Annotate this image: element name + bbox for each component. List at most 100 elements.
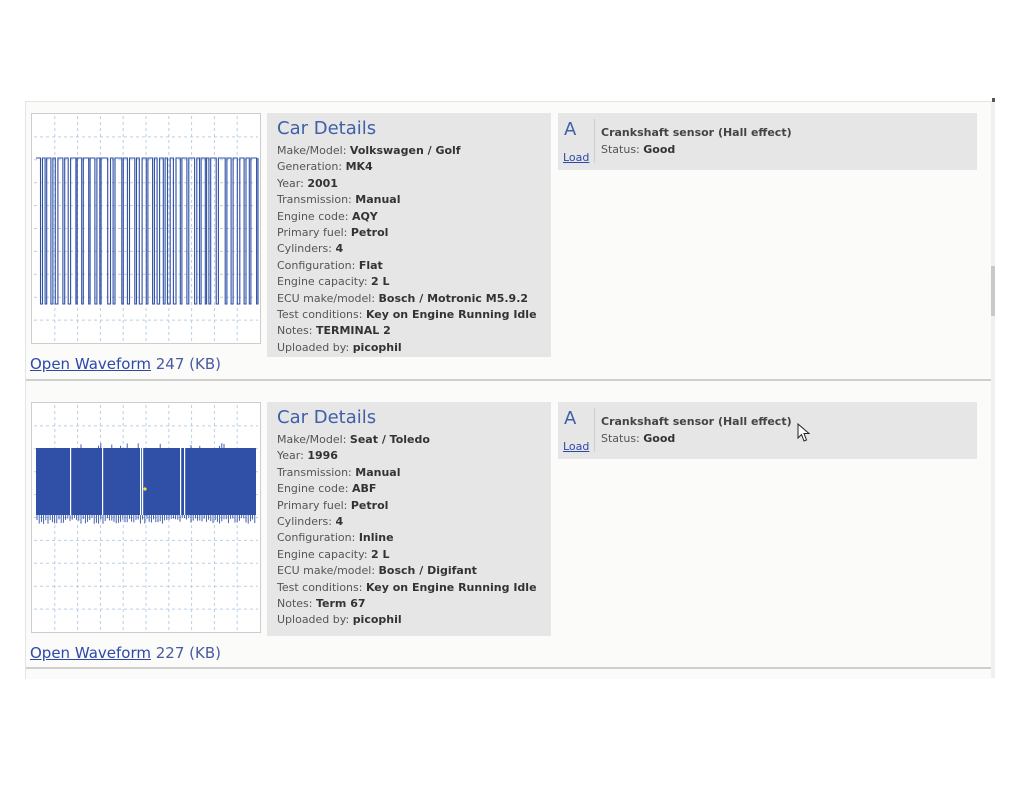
detail-label: ECU make/model:: [277, 564, 379, 578]
detail-label: Configuration:: [277, 531, 359, 545]
detail-label: Notes:: [277, 597, 316, 611]
entry-divider: [26, 667, 992, 669]
detail-label: Year:: [277, 176, 308, 190]
scroll-arrow-icon: [992, 98, 995, 102]
channel-letter: A: [564, 119, 577, 140]
detail-row: Uploaded by: picophil: [277, 340, 551, 356]
waveform-trace: [36, 157, 259, 305]
car-details-title: Car Details: [277, 407, 377, 428]
detail-value: 4: [335, 242, 344, 256]
detail-row: Make/Model: Volkswagen / Golf: [277, 143, 551, 159]
car-details-panel: Car Details Make/Model: Seat / Toledo Yea…: [267, 402, 551, 636]
car-details-list: Make/Model: Volkswagen / Golf Generation:…: [277, 143, 551, 356]
detail-label: Cylinders:: [277, 242, 336, 256]
waveform-plot-1: [34, 116, 259, 341]
detail-label: Test conditions:: [277, 308, 366, 322]
waveform-gap: [102, 448, 104, 515]
detail-value: 2 L: [371, 547, 390, 561]
sensor-status: Status: Good: [601, 432, 675, 445]
detail-row: Engine capacity: 2 L: [277, 547, 551, 563]
detail-row: Configuration: Flat: [277, 258, 551, 274]
detail-value: TERMINAL 2: [315, 324, 391, 338]
detail-value: picophil: [352, 613, 402, 627]
detail-value: 1996: [307, 449, 338, 463]
scrollbar[interactable]: [991, 101, 995, 678]
detail-label: Cylinders:: [277, 515, 336, 529]
detail-row: Configuration: Inline: [277, 530, 551, 546]
detail-value: Key on Engine Running Idle: [365, 580, 537, 594]
detail-label: Primary fuel:: [277, 498, 351, 512]
detail-label: Engine capacity:: [277, 275, 372, 289]
detail-value: Manual: [355, 193, 401, 207]
detail-row: Notes: TERMINAL 2: [277, 323, 551, 339]
detail-row: Year: 1996: [277, 448, 551, 464]
detail-value: Key on Engine Running Idle: [365, 308, 537, 322]
detail-value: Seat / Toledo: [349, 433, 430, 446]
status-value: Good: [643, 143, 676, 156]
detail-label: Make/Model:: [277, 144, 350, 157]
detail-label: Uploaded by:: [277, 340, 353, 354]
detail-label: Engine code:: [277, 482, 352, 496]
open-waveform-link[interactable]: Open Waveform: [30, 355, 151, 373]
detail-row: Make/Model: Seat / Toledo: [277, 432, 551, 448]
detail-label: Transmission:: [277, 465, 356, 479]
detail-value: ABF: [351, 482, 377, 496]
mouse-pointer-icon: [797, 423, 811, 442]
detail-row: ECU make/model: Bosch / Digifant: [277, 563, 551, 579]
waveform-thumbnail[interactable]: [31, 113, 261, 344]
waveform-entry: Open Waveform 247 (KB) Car Details Make/…: [26, 102, 992, 390]
measurement-panel: A Load Crankshaft sensor (Hall effect) S…: [558, 113, 977, 170]
scrollbar-thumb[interactable]: [991, 266, 995, 316]
detail-value: Bosch / Motronic M5.9.2: [378, 291, 529, 305]
detail-row: Uploaded by: picophil: [277, 612, 551, 628]
detail-label: Year:: [277, 449, 308, 463]
open-waveform-link[interactable]: Open Waveform: [30, 644, 151, 662]
waveform-gap: [142, 448, 144, 515]
detail-label: Generation:: [277, 160, 346, 174]
load-link[interactable]: Load: [563, 440, 590, 453]
detail-value: MK4: [345, 160, 373, 174]
detail-label: Configuration:: [277, 258, 359, 272]
detail-value: 2001: [307, 176, 338, 190]
waveform-plot-2: [34, 405, 258, 630]
open-waveform-line: Open Waveform 227 (KB): [30, 644, 221, 662]
file-size: 227 (KB): [150, 644, 221, 662]
car-details-list: Make/Model: Seat / Toledo Year: 1996 Trans…: [277, 432, 551, 629]
detail-label: Transmission:: [277, 193, 356, 207]
detail-row: Generation: MK4: [277, 159, 551, 175]
waveform-gap: [70, 448, 72, 515]
detail-value: Volkswagen / Golf: [349, 144, 461, 157]
detail-label: Engine capacity:: [277, 547, 372, 561]
detail-label: Make/Model:: [277, 433, 350, 446]
detail-value: 2 L: [371, 275, 390, 289]
detail-label: Uploaded by:: [277, 613, 353, 627]
detail-row: Primary fuel: Petrol: [277, 498, 551, 514]
load-link[interactable]: Load: [563, 151, 590, 164]
sensor-name: Crankshaft sensor (Hall effect): [601, 126, 792, 139]
channel-letter: A: [564, 408, 577, 429]
waveform-thumbnail[interactable]: [31, 402, 261, 633]
status-value: Good: [643, 432, 676, 445]
detail-row: Engine code: AQY: [277, 209, 551, 225]
detail-value: Bosch / Digifant: [378, 564, 477, 578]
status-label: Status:: [601, 432, 644, 445]
detail-value: Inline: [358, 531, 394, 545]
waveform-gap: [184, 448, 186, 515]
detail-label: Notes:: [277, 324, 316, 338]
measurement-divider: [594, 119, 595, 163]
detail-value: Flat: [358, 258, 383, 272]
detail-row: Notes: Term 67: [277, 596, 551, 612]
detail-value: Petrol: [350, 498, 389, 512]
detail-row: Engine capacity: 2 L: [277, 274, 551, 290]
detail-label: Primary fuel:: [277, 226, 351, 240]
detail-value: AQY: [351, 209, 378, 223]
detail-row: Test conditions: Key on Engine Running I…: [277, 307, 551, 323]
detail-label: ECU make/model:: [277, 291, 379, 305]
detail-value: 4: [335, 515, 344, 529]
measurement-panel: A Load Crankshaft sensor (Hall effect) S…: [558, 402, 977, 459]
detail-row: Primary fuel: Petrol: [277, 225, 551, 241]
file-size: 247 (KB): [150, 355, 221, 373]
detail-label: Test conditions:: [277, 580, 366, 594]
detail-label: Engine code:: [277, 209, 352, 223]
detail-value: picophil: [352, 340, 402, 354]
